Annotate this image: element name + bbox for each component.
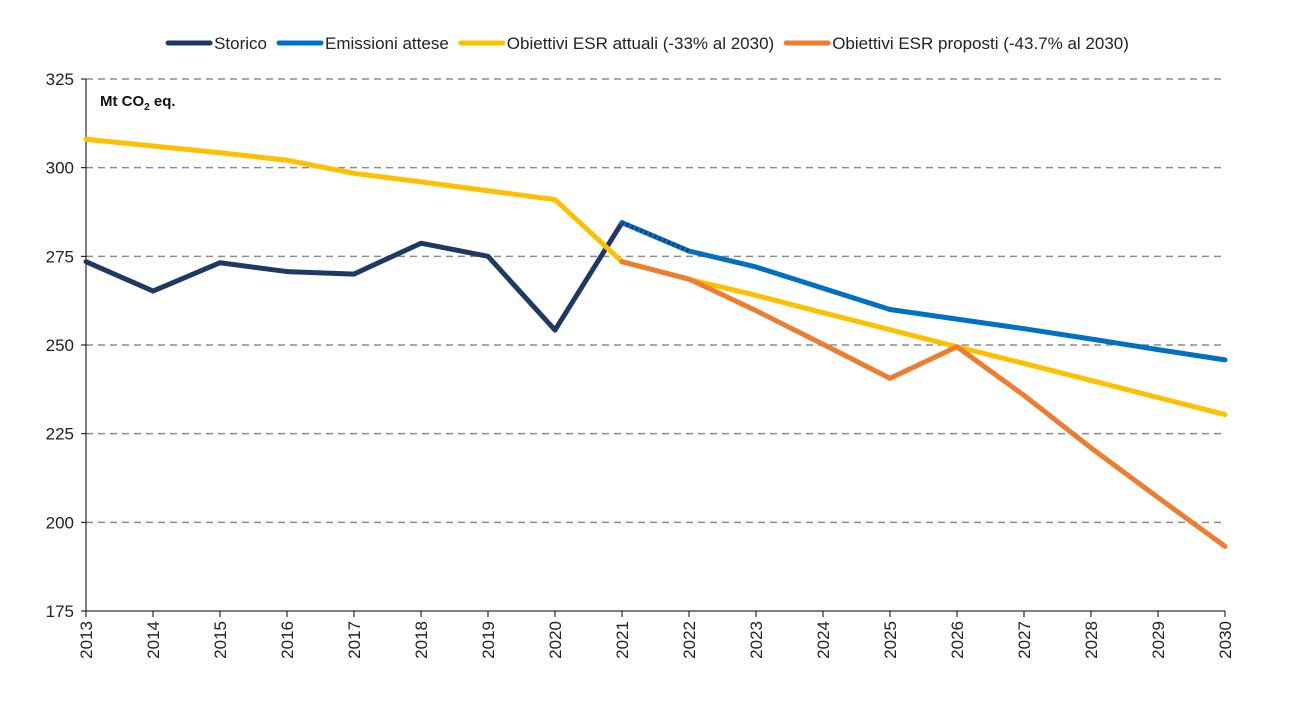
x-tick-label: 2023 <box>747 621 766 659</box>
unit-label: Mt CO2 eq. <box>100 93 176 113</box>
legend-label: Obiettivi ESR proposti (-43.7% al 2030) <box>832 34 1129 53</box>
x-tick-label: 2024 <box>814 621 833 659</box>
x-tick-label: 2025 <box>881 621 900 659</box>
series-0 <box>83 220 625 333</box>
legend-item-2: Obiettivi ESR attuali (-33% al 2030) <box>458 34 774 53</box>
legend-label: Obiettivi ESR attuali (-33% al 2030) <box>507 34 774 53</box>
series-2 <box>83 136 1228 418</box>
x-tick-label: 2030 <box>1216 621 1235 659</box>
y-tick-label: 175 <box>46 602 74 621</box>
legend-item-3: Obiettivi ESR proposti (-43.7% al 2030) <box>783 34 1129 53</box>
series-3 <box>619 259 1228 549</box>
x-tick-label: 2029 <box>1149 621 1168 659</box>
y-tick-label: 325 <box>46 70 74 89</box>
series-line <box>83 136 1228 418</box>
legend-item-1: Emissioni attese <box>276 34 449 53</box>
x-tick-label: 2016 <box>278 621 297 659</box>
x-tick-label: 2013 <box>77 621 96 659</box>
y-tick-label: 250 <box>46 336 74 355</box>
transition-dotted-line <box>621 220 690 253</box>
series-line <box>619 259 1228 549</box>
series-lines <box>83 136 1228 549</box>
gridlines <box>86 78 1225 524</box>
series-line <box>619 220 1228 363</box>
series-1 <box>619 220 1228 363</box>
x-tick-label: 2015 <box>211 621 230 659</box>
x-tick-label: 2017 <box>345 621 364 659</box>
x-tick-label: 2026 <box>948 621 967 659</box>
x-tick-labels: 2013 2014 2015 2016 2017 2018 2019 2020 2021 2022… <box>77 611 1235 659</box>
y-tick-label: 200 <box>46 513 74 532</box>
y-tick-label: 275 <box>46 247 74 266</box>
y-tick-labels: 175 200 225 250 275 300 325 <box>46 70 86 621</box>
x-tick-label: 2019 <box>479 621 498 659</box>
y-tick-label: 300 <box>46 159 74 178</box>
legend-label: Storico <box>214 34 267 53</box>
x-tick-label: 2021 <box>613 621 632 659</box>
x-tick-label: 2028 <box>1082 621 1101 659</box>
x-tick-label: 2027 <box>1015 621 1034 659</box>
x-tick-label: 2014 <box>144 621 163 659</box>
legend-item-0: Storico <box>165 34 267 53</box>
series-line <box>83 220 625 333</box>
x-tick-label: 2022 <box>680 621 699 659</box>
x-tick-label: 2020 <box>546 621 565 659</box>
y-tick-label: 225 <box>46 425 74 444</box>
legend-label: Emissioni attese <box>325 34 449 53</box>
x-tick-label: 2018 <box>412 621 431 659</box>
legend: Storico Emissioni attese Obiettivi ESR att… <box>165 34 1129 53</box>
